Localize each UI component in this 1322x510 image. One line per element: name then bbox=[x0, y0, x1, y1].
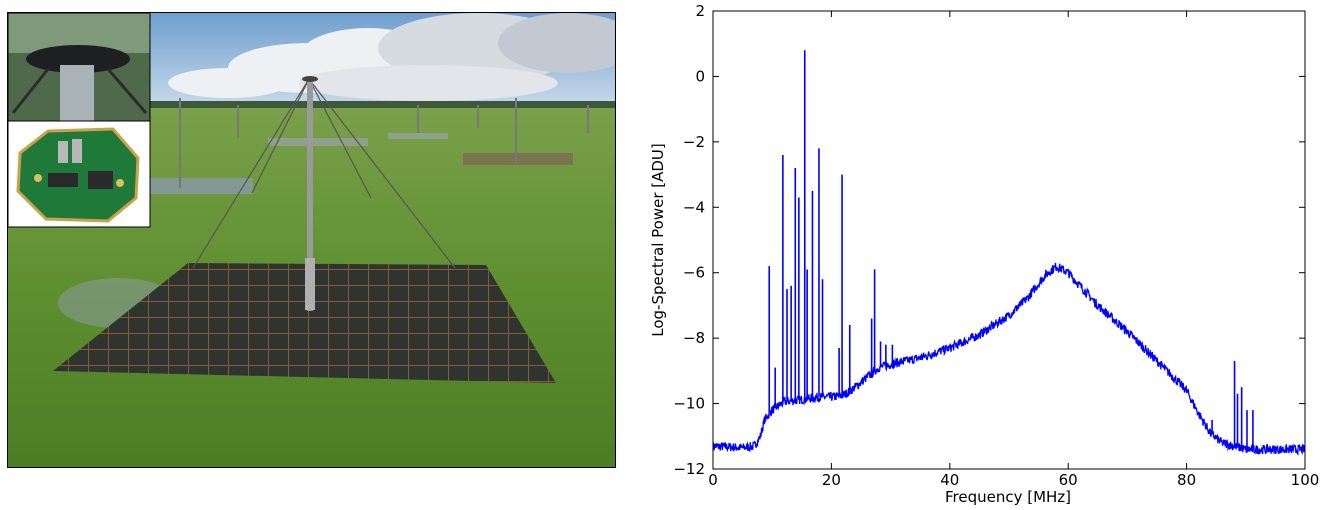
series-layer bbox=[712, 50, 1306, 456]
antenna-pole bbox=[307, 79, 313, 311]
distant-antennas bbox=[148, 98, 589, 194]
y-tick-label: −4 bbox=[683, 198, 705, 216]
x-tick-label: 60 bbox=[1059, 471, 1078, 489]
y-tick-label: −6 bbox=[683, 264, 705, 282]
lna-housing bbox=[305, 258, 315, 310]
x-tick-label: 80 bbox=[1177, 471, 1196, 489]
y-tick-label: 0 bbox=[695, 67, 705, 85]
series-trace bbox=[712, 262, 1306, 456]
y-tick-label: −10 bbox=[673, 395, 705, 413]
spectrum-chart: 0 20 40 60 80 100 −12 −10 −8 −6 −4 −2 0 2 Frequency [… bbox=[640, 0, 1322, 510]
guy-wires bbox=[192, 78, 456, 269]
x-tick-label: 100 bbox=[1291, 471, 1320, 489]
y-tick-label: −12 bbox=[673, 460, 705, 478]
x-tick-label: 0 bbox=[708, 471, 718, 489]
antenna-photo-illustration bbox=[8, 13, 615, 467]
x-axis-title: Frequency [MHz] bbox=[945, 488, 1071, 506]
x-tick-label: 40 bbox=[940, 471, 959, 489]
spectrum-chart-svg: 0 20 40 60 80 100 −12 −10 −8 −6 −4 −2 0 2 Frequency [… bbox=[649, 2, 1319, 506]
y-tick-label: −2 bbox=[683, 133, 705, 151]
clouds bbox=[168, 13, 615, 101]
plot-frame bbox=[712, 10, 1306, 470]
axes-layer bbox=[712, 10, 1306, 470]
inset-antenna-cap bbox=[8, 13, 151, 122]
y-axis-title: Log-Spectral Power [ADU] bbox=[649, 143, 667, 337]
ground-plane-mesh bbox=[53, 263, 556, 383]
ticks-layer: 0 20 40 60 80 100 −12 −10 −8 −6 −4 −2 0 2 bbox=[673, 2, 1319, 489]
y-tick-label: −8 bbox=[683, 329, 705, 347]
x-tick-label: 20 bbox=[822, 471, 841, 489]
y-tick-label: 2 bbox=[695, 2, 705, 20]
inset-lna-board bbox=[8, 120, 151, 228]
antenna-cap bbox=[302, 76, 318, 82]
antenna-photo bbox=[7, 12, 616, 468]
